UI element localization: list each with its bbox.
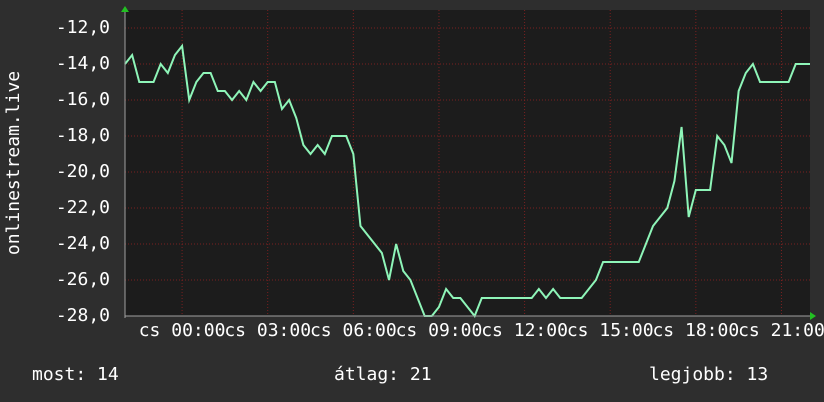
x-tick-label: cs 06:00 (310, 320, 397, 341)
x-tick-label: cs 15:00 (567, 320, 654, 341)
plot-area (125, 10, 810, 316)
y-tick-label: -22,0 (56, 197, 110, 218)
x-tick-label: cs 03:00 (224, 320, 311, 341)
x-tick-label: cs 12:00 (481, 320, 568, 341)
y-arrow (121, 6, 129, 12)
marks (124, 43, 810, 318)
series-line (124, 43, 810, 318)
y-tick-label: -18,0 (56, 125, 110, 146)
grid (125, 10, 810, 317)
y-tick-label: -12,0 (56, 17, 110, 38)
y-tick-label: -24,0 (56, 233, 110, 254)
footer-average: átlag: 21 (334, 364, 432, 385)
x-tick-label: cs 21:00 (738, 320, 824, 341)
x-tick-label: cs 00:00 (139, 320, 226, 341)
footer-current: most: 14 (32, 364, 119, 385)
x-tick-label: cs 18:00 (652, 320, 739, 341)
y-axis-label: onlinestream.live (3, 71, 24, 255)
y-tick-label: -14,0 (56, 53, 110, 74)
y-tick-label: -26,0 (56, 269, 110, 290)
y-tick-label: -16,0 (56, 89, 110, 110)
x-arrow (810, 312, 816, 320)
footer-best: legjobb: 13 (649, 364, 768, 385)
y-tick-label: -20,0 (56, 161, 110, 182)
x-tick-label: cs 09:00 (396, 320, 483, 341)
y-tick-label: -28,0 (56, 305, 110, 326)
